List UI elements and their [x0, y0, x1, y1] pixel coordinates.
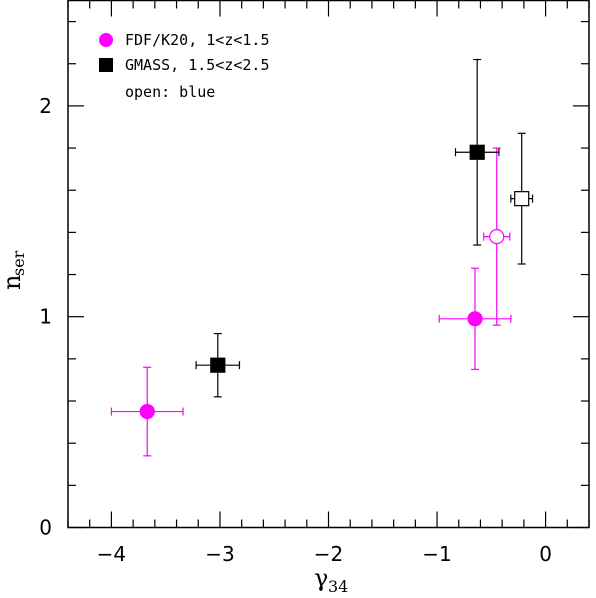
point-marker-circle — [467, 311, 483, 327]
data-point — [110, 366, 184, 457]
x-axis-title-sub: 34 — [328, 577, 348, 596]
x-axis-title-main: γ — [314, 564, 328, 592]
x-tick-label: −1 — [422, 542, 451, 566]
point-marker-square — [469, 144, 485, 160]
x-tick-label: −3 — [205, 542, 234, 566]
x-tick-label: −2 — [314, 542, 343, 566]
y-axis-title: n ser — [0, 250, 28, 290]
y-tick-label: 1 — [39, 305, 52, 329]
point-marker-circle — [489, 228, 505, 245]
y-axis-title-sub: ser — [9, 250, 28, 276]
y-tick-label: 2 — [39, 94, 52, 118]
x-tick-label: 0 — [539, 542, 552, 566]
legend: FDF/K20, 1<z<1.5 GMASS, 1.5<z<2.5 open: … — [99, 31, 270, 101]
legend-entry-2: GMASS, 1.5<z<2.5 — [125, 56, 270, 74]
data-points — [110, 58, 534, 457]
legend-marker-circle — [99, 33, 113, 47]
legend-entry-1: FDF/K20, 1<z<1.5 — [125, 31, 270, 49]
y-tick-label: 0 — [39, 516, 52, 540]
data-point — [438, 267, 512, 370]
data-point — [454, 58, 500, 246]
axis-tick-labels: −4 −3 −2 −1 0 0 1 2 — [39, 94, 552, 566]
y-axis-title-main: n — [0, 275, 26, 290]
x-axis-title: γ 34 — [314, 564, 348, 596]
point-marker-square — [514, 191, 530, 207]
legend-marker-square — [99, 58, 113, 72]
point-marker-circle — [139, 403, 155, 420]
data-point — [483, 147, 511, 326]
legend-entry-3: open: blue — [125, 83, 215, 101]
point-marker-square — [210, 357, 226, 373]
plot-frame — [67, 0, 590, 529]
axis-ticks — [67, 0, 590, 529]
data-point — [510, 132, 534, 265]
data-point — [195, 332, 241, 398]
x-tick-label: −4 — [97, 542, 126, 566]
